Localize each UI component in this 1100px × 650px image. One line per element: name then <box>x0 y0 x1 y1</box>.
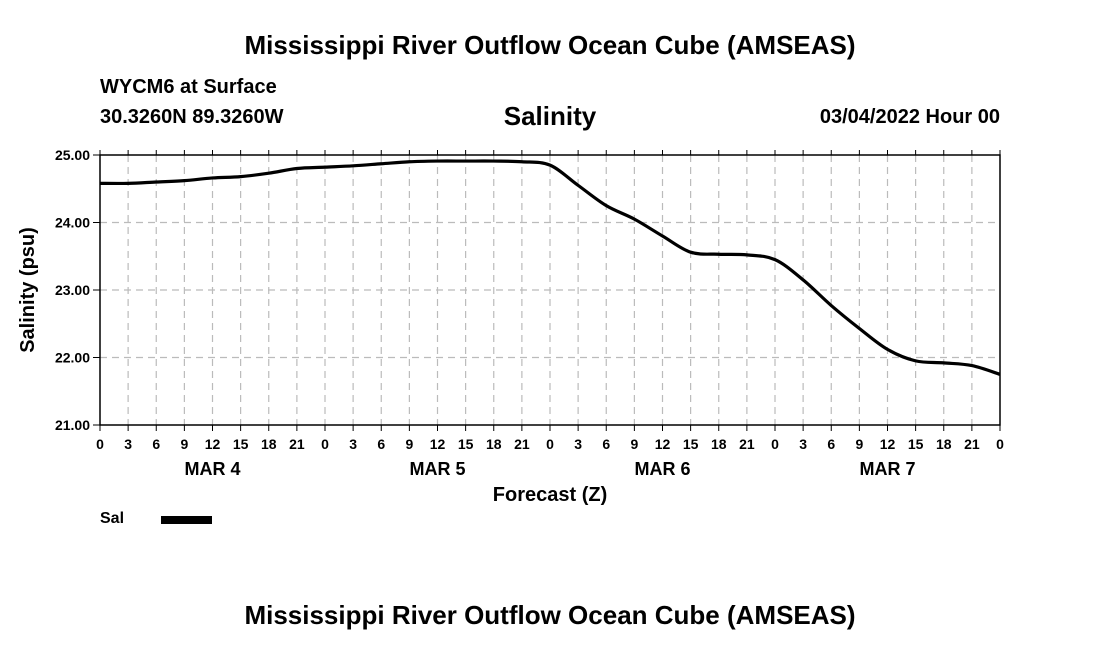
x-tick-label: 15 <box>908 436 924 452</box>
x-tick-label: 0 <box>546 436 554 452</box>
x-tick-label: 0 <box>96 436 104 452</box>
forecast-datetime: 03/04/2022 Hour 00 <box>819 106 1000 128</box>
station-coordinates: 30.3260N 89.3260W <box>100 106 284 128</box>
y-tick-label: 24.00 <box>55 215 90 231</box>
day-label: MAR 6 <box>634 459 690 479</box>
chart-main-title: Mississippi River Outflow Ocean Cube (AM… <box>244 30 856 60</box>
tick-layer <box>93 150 1001 431</box>
x-tick-label: 9 <box>855 436 863 452</box>
x-tick-label: 18 <box>261 436 277 452</box>
x-tick-label: 3 <box>124 436 132 452</box>
x-tick-label: 21 <box>964 436 980 452</box>
x-axis-label: Forecast (Z) <box>493 484 607 506</box>
y-axis-label: Salinity (psu) <box>17 227 39 353</box>
y-tick-label: 23.00 <box>55 282 90 298</box>
parameter-title: Salinity <box>503 101 597 131</box>
x-tick-label: 3 <box>574 436 582 452</box>
x-tick-label: 12 <box>655 436 671 452</box>
station-label: WYCM6 at Surface <box>100 76 277 98</box>
y-tick-label: 22.00 <box>55 350 90 366</box>
legend-swatch <box>161 516 212 524</box>
x-tick-label: 15 <box>683 436 699 452</box>
x-tick-label: 3 <box>799 436 807 452</box>
day-label: MAR 7 <box>859 459 915 479</box>
plot-frame <box>99 154 1001 426</box>
x-tick-label: 6 <box>827 436 835 452</box>
x-tick-label: 12 <box>430 436 446 452</box>
y-tick-label: 21.00 <box>55 417 90 433</box>
footer-title: Mississippi River Outflow Ocean Cube (AM… <box>244 600 856 630</box>
series-layer <box>99 159 1001 376</box>
x-tick-label: 12 <box>205 436 221 452</box>
y-tick-label: 25.00 <box>55 147 90 163</box>
x-tick-label: 0 <box>321 436 329 452</box>
x-tick-label: 0 <box>996 436 1004 452</box>
label-layer: 0 3 6 9 12 15 18 21 0 3 6 9 12 15 18 21 0 3 6 9 12 15 18 21 0 3 6 9… <box>17 147 1004 506</box>
x-tick-label: 12 <box>880 436 896 452</box>
legend-label: Sal <box>100 510 125 527</box>
x-tick-label: 9 <box>405 436 413 452</box>
x-tick-label: 0 <box>771 436 779 452</box>
x-tick-label: 18 <box>711 436 727 452</box>
x-tick-label: 21 <box>739 436 755 452</box>
series-line-sal <box>99 159 1001 376</box>
x-tick-label: 21 <box>289 436 305 452</box>
x-tick-label: 3 <box>349 436 357 452</box>
x-tick-label: 18 <box>936 436 952 452</box>
x-tick-label: 6 <box>377 436 385 452</box>
x-tick-label: 9 <box>630 436 638 452</box>
x-tick-label: 15 <box>458 436 474 452</box>
x-tick-label: 6 <box>152 436 160 452</box>
x-tick-label: 9 <box>180 436 188 452</box>
x-tick-label: 18 <box>486 436 502 452</box>
grid-layer <box>100 155 1000 425</box>
x-tick-label: 6 <box>602 436 610 452</box>
x-tick-label: 21 <box>514 436 530 452</box>
x-tick-label: 15 <box>233 436 249 452</box>
day-label: MAR 4 <box>184 459 240 479</box>
day-label: MAR 5 <box>409 459 465 479</box>
